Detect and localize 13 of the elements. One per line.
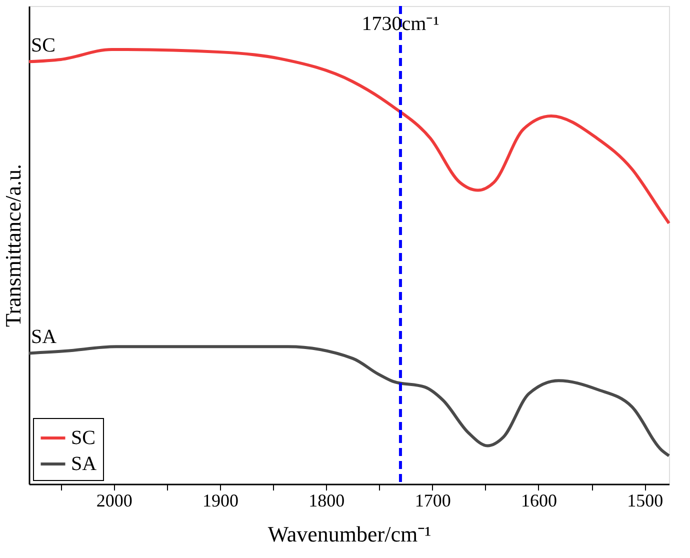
text: SA (31, 326, 57, 348)
ref-line-label: 1730cm⁻¹ (362, 13, 440, 35)
x-axis-title: Wavenumber/cm⁻¹ (268, 522, 432, 546)
x-tick-label: 1900 (202, 490, 239, 510)
x-tick-label: 1600 (520, 490, 557, 510)
legend-label: SA (71, 453, 98, 475)
y-axis-title: Transmittance/a.u. (0, 164, 26, 327)
x-tick-label: 1500 (627, 490, 664, 510)
text: SC (31, 34, 56, 57)
legend-label: SC (71, 427, 96, 449)
x-tick-label: 1700 (414, 490, 451, 510)
x-tick-label: 2000 (96, 490, 132, 510)
x-tick-label: 1800 (308, 490, 345, 510)
